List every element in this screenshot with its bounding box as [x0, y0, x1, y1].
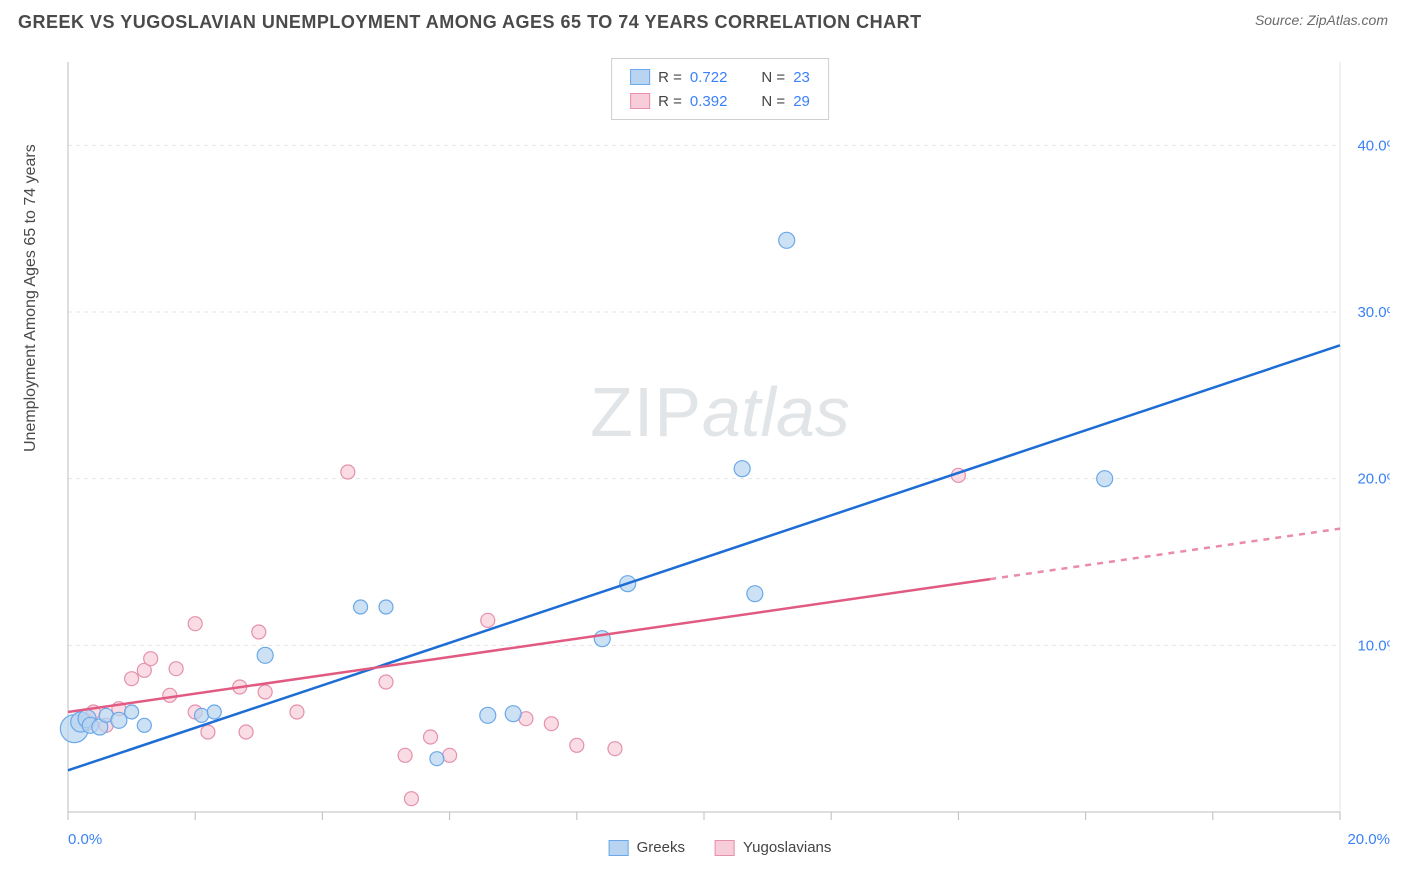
legend-r-label: R =: [658, 69, 682, 86]
series-legend: Greeks Yugoslavians: [609, 839, 832, 856]
svg-text:10.0%: 10.0%: [1357, 637, 1390, 654]
legend-swatch: [715, 840, 735, 856]
legend-row: R = 0.392 N = 29: [630, 89, 810, 113]
chart-area: Unemployment Among Ages 65 to 74 years Z…: [50, 52, 1390, 852]
svg-text:30.0%: 30.0%: [1357, 304, 1390, 321]
series-legend-item: Greeks: [609, 839, 685, 856]
legend-n-value: 29: [793, 93, 810, 110]
legend-r-label: R =: [658, 93, 682, 110]
scatter-plot-svg: 10.0% 20.0% 30.0% 40.0% 0.0% 20.0%: [50, 52, 1390, 852]
series-legend-item: Yugoslavians: [715, 839, 831, 856]
legend-swatch: [630, 93, 650, 109]
svg-text:20.0%: 20.0%: [1357, 471, 1390, 488]
svg-text:40.0%: 40.0%: [1357, 137, 1390, 154]
legend-swatch: [630, 69, 650, 85]
legend-n-label: N =: [761, 69, 785, 86]
legend-swatch: [609, 840, 629, 856]
legend-row: R = 0.722 N = 23: [630, 65, 810, 89]
svg-text:20.0%: 20.0%: [1347, 831, 1390, 848]
legend-n-label: N =: [761, 93, 785, 110]
source-prefix: Source:: [1255, 12, 1307, 28]
legend-r-value: 0.392: [690, 93, 728, 110]
legend-r-value: 0.722: [690, 69, 728, 86]
series-legend-label: Yugoslavians: [743, 839, 831, 856]
correlation-legend: R = 0.722 N = 23 R = 0.392 N = 29: [611, 58, 829, 120]
source-attribution: Source: ZipAtlas.com: [1255, 12, 1388, 28]
svg-text:0.0%: 0.0%: [68, 831, 102, 848]
legend-n-value: 23: [793, 69, 810, 86]
y-axis-label: Unemployment Among Ages 65 to 74 years: [22, 144, 40, 452]
chart-title: GREEK VS YUGOSLAVIAN UNEMPLOYMENT AMONG …: [18, 12, 922, 33]
source-name: ZipAtlas.com: [1307, 12, 1388, 28]
series-legend-label: Greeks: [637, 839, 685, 856]
